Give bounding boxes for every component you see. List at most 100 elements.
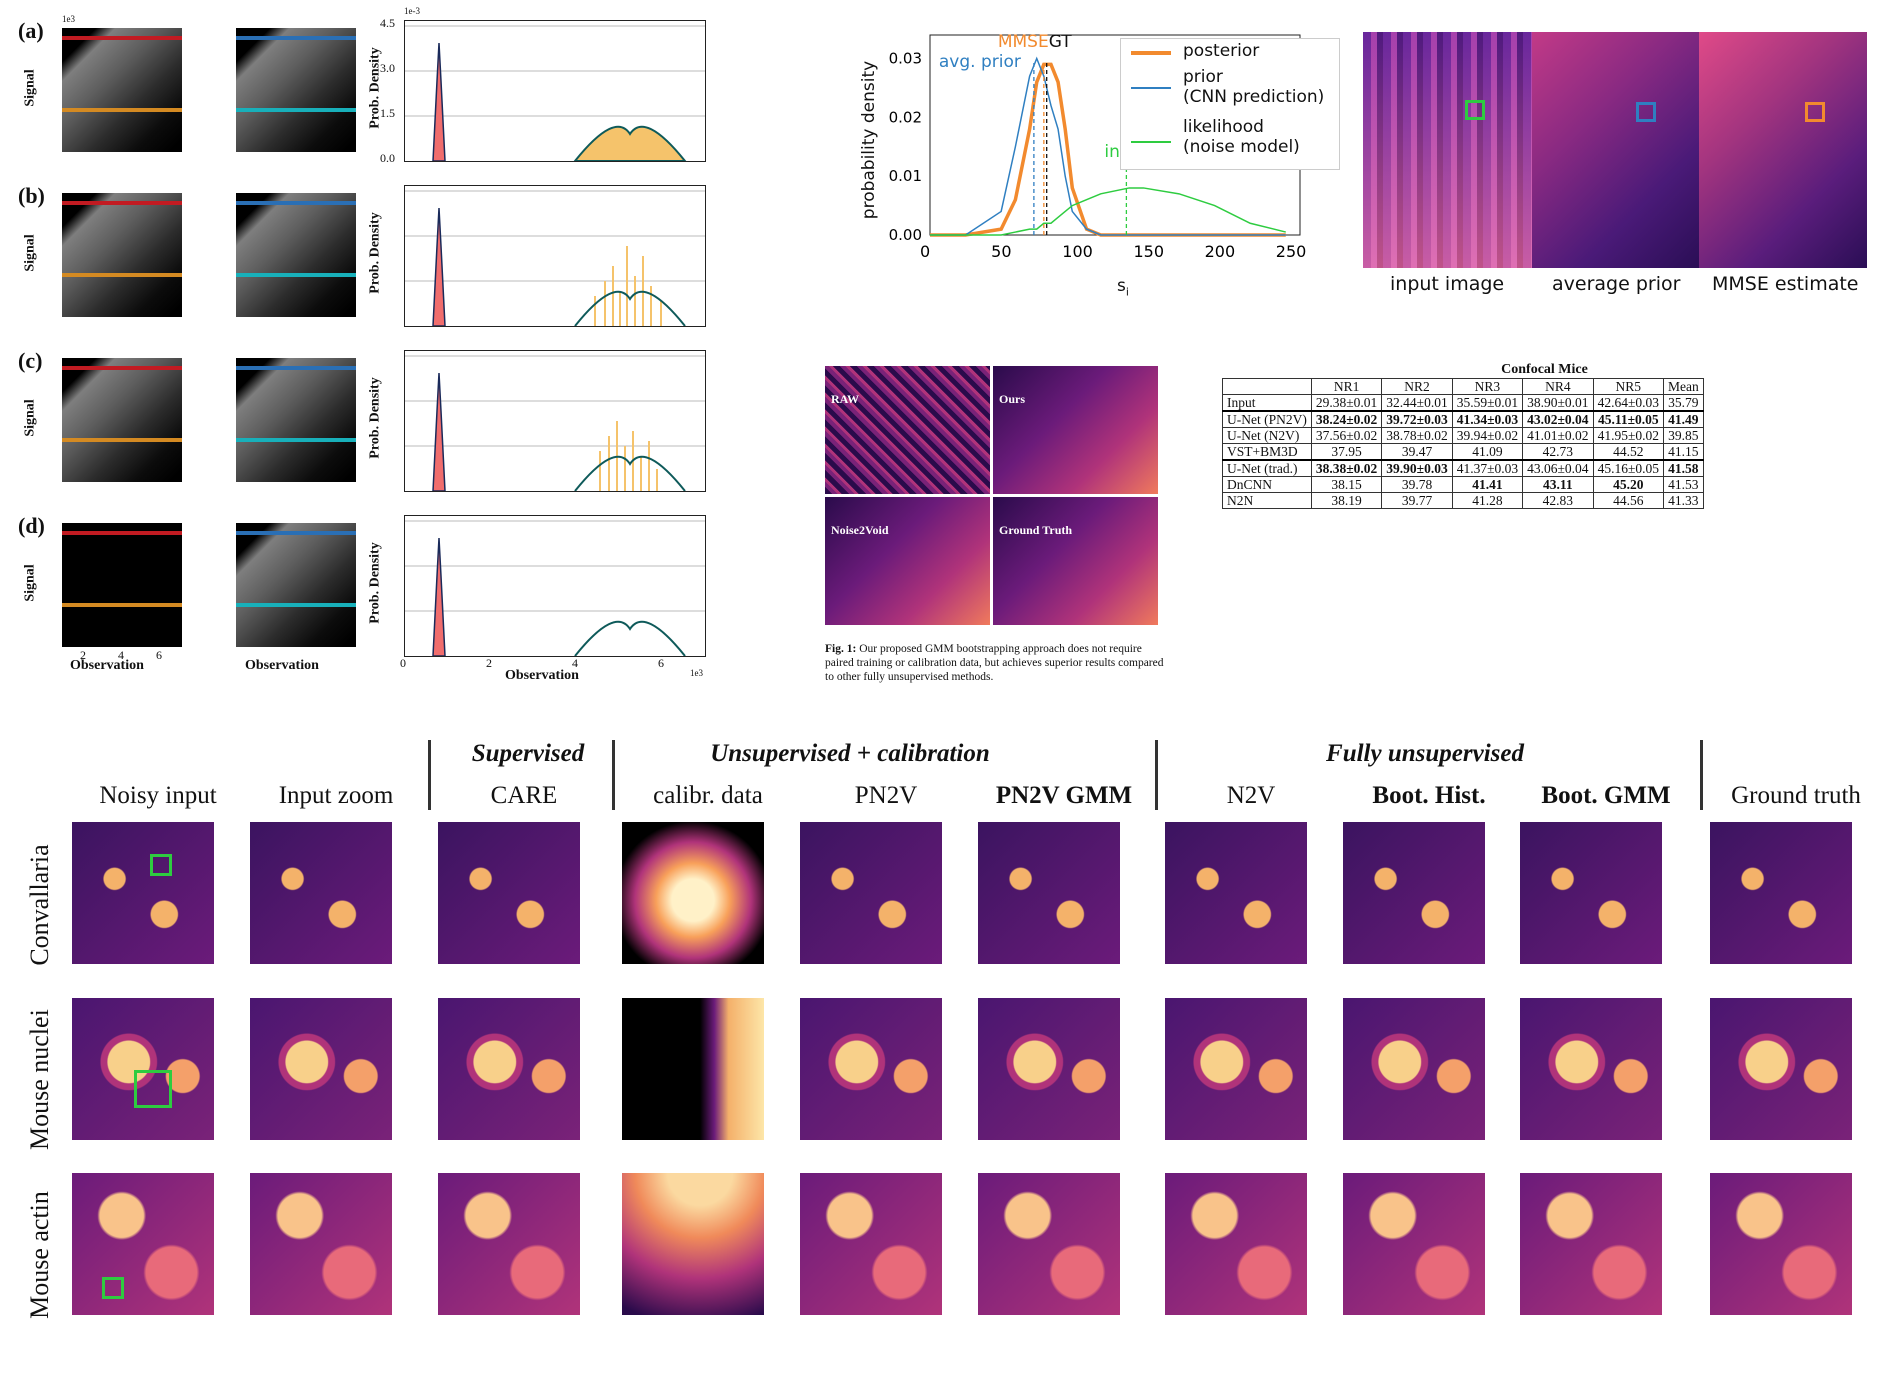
result-image-convallaria-n2v: [1165, 822, 1307, 964]
col-noisy-input: Noisy input: [99, 782, 217, 809]
table-cell: 41.41: [1451, 476, 1524, 493]
table-row: DnCNN 38.15 39.78 41.41 43.11 45.20 41.53: [1222, 476, 1704, 493]
table-row: U-Net (PN2V) 38.24±0.02 39.72±0.03 41.34±0.…: [1222, 410, 1704, 428]
row-label-b: (b): [18, 183, 45, 208]
zoom-region-marker: [150, 854, 172, 876]
table-cell: 38.24±0.02: [1310, 410, 1383, 428]
group-supervised: Supervised: [471, 740, 585, 767]
result-image-mouse-actin-boot-gmm: [1520, 1173, 1662, 1315]
gmm-image-b: [236, 193, 356, 317]
density-plot-b: [404, 185, 706, 327]
annotation-mmse: MMSE: [998, 32, 1049, 52]
table-cell: N2N: [1222, 492, 1312, 509]
table-header-6: Mean: [1662, 378, 1704, 395]
table-row: N2N 38.19 39.77 41.28 42.83 44.56 41.33: [1222, 492, 1704, 509]
density-tick-00: 0.0: [380, 151, 395, 165]
histogram-image-a: [62, 28, 182, 152]
legend-posterior: posterior: [1183, 41, 1260, 61]
table-cell: 39.85: [1662, 427, 1704, 444]
legend-prior-swatch: [1131, 87, 1171, 89]
table-cell: 41.09: [1451, 443, 1524, 461]
histogram-image-d: [62, 523, 182, 647]
legend-likelihood-sub: (noise model): [1183, 137, 1300, 157]
table-cell: 45.11±0.05: [1592, 410, 1664, 428]
result-image-mouse-nuclei-calibr-data: [622, 998, 764, 1140]
table-cell: 43.06±0.04: [1522, 459, 1594, 477]
density-exp: 1e-3: [404, 6, 420, 16]
mmse-estimate-image: [1699, 32, 1867, 268]
tile-noise2void: Noise2Void: [825, 497, 990, 625]
group-fully-unsupervised: Fully unsupervised: [1326, 740, 1524, 767]
table-header-1: NR1: [1310, 378, 1383, 395]
table-cell: 39.78: [1381, 476, 1453, 493]
gmm-image-a: [236, 28, 356, 152]
table-cell: 37.56±0.02: [1310, 427, 1383, 444]
annotation-avg-prior: avg. prior: [939, 52, 1021, 72]
row-mouse-nuclei: Mouse nuclei: [25, 1009, 54, 1150]
result-image-convallaria-pn2v-gmm: [978, 822, 1120, 964]
histogram-image-b: [62, 193, 182, 317]
result-image-mouse-actin-pn2v: [800, 1173, 942, 1315]
table-cell: 39.72±0.03: [1381, 410, 1453, 428]
table-cell: 41.37±0.03: [1451, 459, 1524, 477]
confocal-table: NR1 NR2 NR3 NR4 NR5 Mean Input 29.38±0.01 32.44±…: [1222, 378, 1704, 509]
ytick-0.02: 0.02: [889, 108, 922, 126]
xtick-150: 150: [1133, 242, 1164, 261]
table-header-5: NR5: [1592, 378, 1664, 395]
density-axis-label-b: Prob. Density: [367, 212, 383, 294]
table-cell: VST+BM3D: [1222, 443, 1312, 461]
input-image-marker: [1465, 100, 1485, 120]
table-cell: 41.15: [1662, 443, 1704, 461]
xtick-100: 100: [1062, 242, 1093, 261]
zoom-region-marker: [102, 1277, 124, 1299]
xtick-0: 0: [920, 242, 930, 261]
result-image-mouse-actin-input-zoom: [250, 1173, 392, 1315]
col-ground-truth: Ground truth: [1731, 782, 1861, 809]
result-image-mouse-actin-boot-hist-: [1343, 1173, 1485, 1315]
zoom-region-marker: [134, 1070, 172, 1108]
posterior-ylabel: probability density: [859, 60, 880, 220]
row-label-a: (a): [18, 18, 44, 43]
signal-axis-label-d: Signal: [22, 564, 38, 602]
table-cell: 41.53: [1662, 476, 1704, 493]
tile-ground-truth: Ground Truth: [993, 497, 1158, 625]
hist-xtick-6: 6: [658, 656, 664, 670]
obs-tick-6: 6: [156, 648, 162, 662]
tile-ours: Ours: [993, 366, 1158, 494]
ytick-0.03: 0.03: [889, 50, 922, 68]
table-cell: 41.95±0.02: [1592, 427, 1664, 444]
table-cell: 37.95: [1310, 443, 1383, 461]
table-header-3: NR3: [1451, 378, 1524, 395]
result-image-convallaria-boot-hist-: [1343, 822, 1485, 964]
col-boot-hist: Boot. Hist.: [1372, 782, 1486, 809]
table-cell: 44.52: [1592, 443, 1664, 461]
table-cell: 43.11: [1522, 476, 1594, 493]
result-image-convallaria-calibr-data: [622, 822, 764, 964]
xtick-250: 250: [1276, 242, 1307, 261]
result-image-mouse-actin-noisy-input: [72, 1173, 214, 1315]
density-tick-45: 4.5: [380, 16, 395, 30]
result-image-mouse-nuclei-care: [438, 998, 580, 1140]
input-image: [1363, 32, 1533, 268]
table-cell: U-Net (N2V): [1222, 427, 1312, 444]
obs-tick-2: 2: [80, 648, 86, 662]
average-prior-image: [1532, 32, 1700, 268]
row-label-c: (c): [18, 348, 43, 373]
hist-xtick-2: 2: [486, 656, 492, 670]
small-figure: RAW Ours Noise2Void Ground Truth Fig. 1:…: [825, 366, 1165, 686]
legend-prior-sub: (CNN prediction): [1183, 87, 1325, 107]
table-header-4: NR4: [1522, 378, 1594, 395]
result-image-mouse-actin-pn2v-gmm: [978, 1173, 1120, 1315]
posterior-legend: posterior prior (CNN prediction) likelih…: [1120, 38, 1340, 170]
table-row: Input 29.38±0.01 32.44±0.01 35.59±0.01 38.90…: [1222, 394, 1704, 412]
label-input-image: input image: [1390, 273, 1505, 295]
tile-raw-label: RAW: [831, 392, 860, 406]
density-axis-label-d: Prob. Density: [367, 542, 383, 624]
legend-likelihood-swatch: [1131, 141, 1171, 143]
label-mmse-estimate: MMSE estimate: [1712, 273, 1859, 295]
result-image-convallaria-care: [438, 822, 580, 964]
result-image-mouse-nuclei-ground-truth: [1710, 998, 1852, 1140]
table-cell: 38.19: [1310, 492, 1383, 509]
result-image-convallaria-ground-truth: [1710, 822, 1852, 964]
table-cell: 45.20: [1592, 476, 1664, 493]
